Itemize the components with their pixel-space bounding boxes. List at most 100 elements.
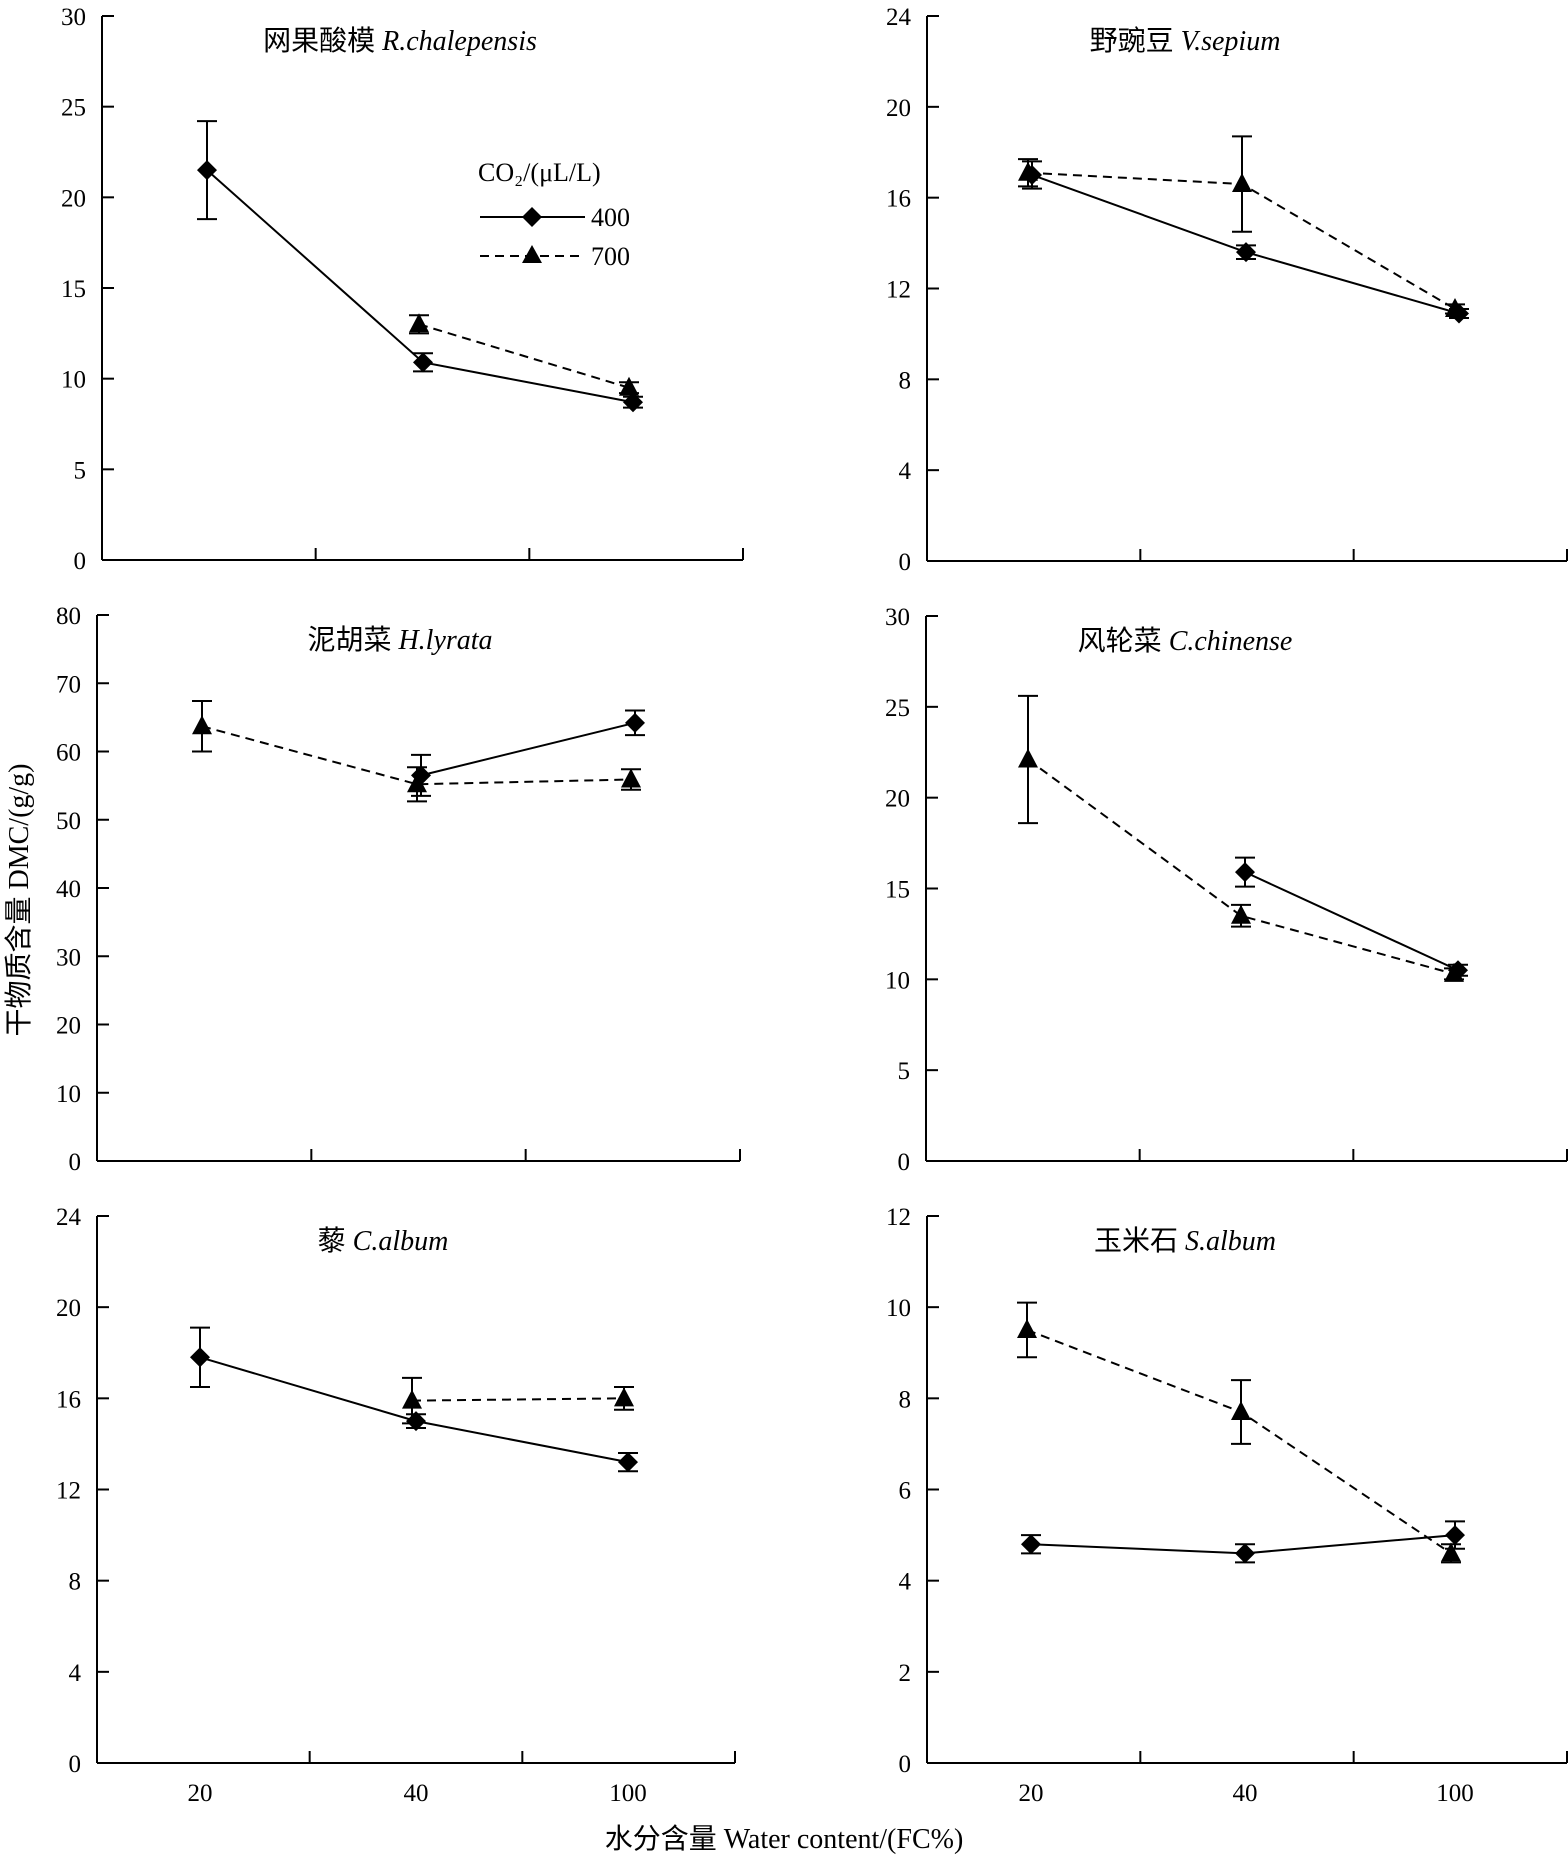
panel-title-cn: 野豌豆 xyxy=(1090,25,1181,57)
y-tick-label: 25 xyxy=(885,695,910,722)
panel-title-cn: 藜 xyxy=(318,1225,353,1257)
y-tick-label: 16 xyxy=(56,1386,81,1413)
y-tick-label: 4 xyxy=(69,1660,82,1687)
legend-label-400: 400 xyxy=(591,203,630,232)
series-line-700 xyxy=(1026,1329,1452,1555)
panel-title-cn: 网果酸模 xyxy=(263,25,382,57)
data-point-700 xyxy=(1231,904,1251,924)
y-tick-label: 12 xyxy=(56,1478,81,1505)
data-point-700 xyxy=(192,715,212,735)
data-point-400 xyxy=(625,712,645,733)
x-tick-label: 20 xyxy=(1019,1780,1044,1807)
data-point-700 xyxy=(621,768,641,788)
y-tick-label: 16 xyxy=(886,186,911,213)
y-tick-label: 20 xyxy=(61,185,86,212)
x-tick-label: 100 xyxy=(1436,1780,1474,1807)
panel-6: 0 2 4 6 8 10 12 20 40 100 玉米石 S.album xyxy=(886,1204,1568,1807)
data-point-700 xyxy=(1441,1542,1461,1562)
series-line-700 xyxy=(411,1397,625,1402)
y-tick-label: 40 xyxy=(56,876,81,903)
data-point-700 xyxy=(409,313,429,333)
legend-marker-700 xyxy=(522,245,542,263)
panel-title-cn: 风轮菜 xyxy=(1078,625,1169,657)
panel-3: 010203040506070802040100泥胡菜 H.lyrata xyxy=(56,603,741,1176)
data-point-700 xyxy=(407,773,427,793)
data-point-700 xyxy=(1018,161,1038,181)
data-point-700 xyxy=(1018,748,1038,768)
panel-title-cn: 玉米石 xyxy=(1094,1225,1185,1257)
y-tick-label: 8 xyxy=(899,367,912,394)
series-line-700 xyxy=(201,725,632,786)
data-point-400 xyxy=(1445,1525,1465,1546)
panel-title-cn: 泥胡菜 xyxy=(307,624,398,656)
y-tick-label: 12 xyxy=(886,1204,911,1231)
series-line-400 xyxy=(1244,871,1459,972)
y-tick-label: 0 xyxy=(69,1149,82,1176)
data-point-400 xyxy=(1235,862,1255,883)
y-tick-label: 24 xyxy=(56,1204,82,1231)
y-tick-label: 24 xyxy=(886,4,912,31)
panel-title: 野豌豆 V.sepium xyxy=(1090,25,1281,57)
panel-title-latin: C.album xyxy=(353,1226,449,1257)
x-tick-label: 100 xyxy=(609,1780,647,1807)
x-tick-label: 40 xyxy=(1233,1780,1258,1807)
y-tick-label: 0 xyxy=(899,549,912,576)
data-point-400 xyxy=(623,392,643,413)
y-tick-label: 10 xyxy=(885,967,910,994)
data-point-400 xyxy=(1235,1543,1255,1564)
data-point-700 xyxy=(402,1389,422,1409)
data-point-400 xyxy=(1236,242,1256,263)
y-tick-label: 80 xyxy=(56,603,81,630)
y-tick-label: 5 xyxy=(74,457,87,484)
legend-marker-400 xyxy=(522,207,542,227)
y-tick-label: 60 xyxy=(56,740,81,767)
y-tick-label: 20 xyxy=(885,786,910,813)
y-tick-label: 15 xyxy=(885,877,910,904)
y-tick-label: 4 xyxy=(899,1569,912,1596)
y-tick-label: 20 xyxy=(56,1295,81,1322)
panel-title: 藜 C.album xyxy=(318,1225,449,1257)
panel-title-latin: V.sepium xyxy=(1181,26,1281,57)
y-tick-label: 10 xyxy=(61,367,86,394)
y-tick-label: 0 xyxy=(898,1149,911,1176)
panel-title: 泥胡菜 H.lyrata xyxy=(307,624,492,656)
data-point-400 xyxy=(618,1452,638,1473)
y-axis-title: 干物质含量 DMC/(g/g) xyxy=(3,763,35,1036)
panel-2: 048121620242040100野豌豆 V.sepium xyxy=(886,4,1568,576)
y-tick-label: 25 xyxy=(61,95,86,122)
panel-4: 0510152025302040100风轮菜 C.chinense xyxy=(885,604,1568,1176)
panel-1: 0510152025302040100网果酸模 R.chalepensis xyxy=(61,4,744,575)
data-point-700 xyxy=(1444,962,1464,982)
legend-title: CO₂/(μL/L) xyxy=(478,158,601,187)
y-tick-label: 8 xyxy=(69,1569,82,1596)
panel-title-latin: H.lyrata xyxy=(397,625,492,656)
y-tick-label: 20 xyxy=(886,95,911,122)
panel-title: 网果酸模 R.chalepensis xyxy=(263,25,537,57)
y-tick-label: 12 xyxy=(886,277,911,304)
y-tick-label: 10 xyxy=(56,1081,81,1108)
y-tick-label: 8 xyxy=(899,1386,912,1413)
data-point-700 xyxy=(1232,173,1252,193)
series-line-400 xyxy=(199,1356,629,1464)
y-tick-label: 70 xyxy=(56,671,81,698)
data-point-400 xyxy=(190,1347,210,1368)
panel-5: 0 4 8 12 16 20 24 20 40 100 藜 C.album xyxy=(56,1204,736,1807)
series-line-700 xyxy=(1027,758,1455,975)
legend-label-700: 700 xyxy=(591,242,630,271)
x-tick-label: 20 xyxy=(188,1780,213,1807)
y-tick-label: 20 xyxy=(56,1013,81,1040)
panel-title-latin: C.chinense xyxy=(1169,626,1293,657)
y-tick-label: 30 xyxy=(61,4,86,31)
y-tick-label: 2 xyxy=(899,1660,912,1687)
panel-title-latin: R.chalepensis xyxy=(381,26,537,57)
y-tick-label: 50 xyxy=(56,808,81,835)
y-tick-label: 0 xyxy=(74,548,87,575)
y-tick-label: 15 xyxy=(61,276,86,303)
series-line-700 xyxy=(418,323,630,389)
x-tick-label: 40 xyxy=(404,1780,429,1807)
data-point-700 xyxy=(1445,297,1465,317)
y-tick-label: 6 xyxy=(899,1478,912,1505)
data-point-700 xyxy=(614,1387,634,1407)
y-tick-label: 30 xyxy=(56,944,81,971)
